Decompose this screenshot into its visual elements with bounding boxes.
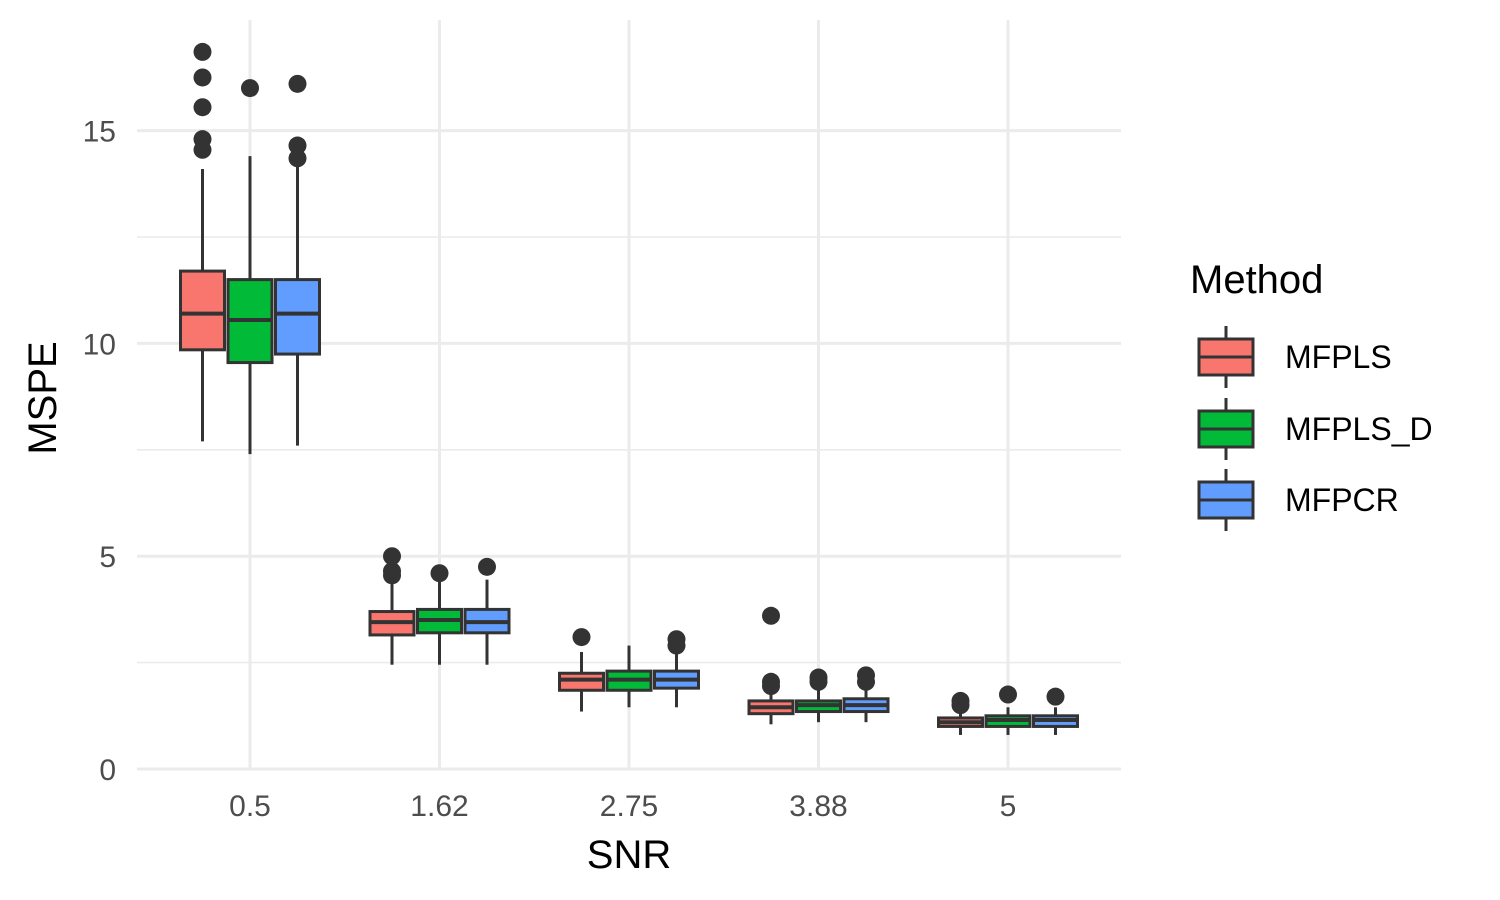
y-tick-label: 15	[83, 116, 116, 149]
legend-item-MFPCR: MFPCR	[1197, 469, 1399, 531]
outlier-point	[857, 666, 875, 685]
x-axis-ticks: 0.5 1.62 2.75 3.88 5	[229, 790, 1016, 823]
outlier-point	[809, 668, 828, 687]
outlier-point	[667, 630, 686, 649]
x-tick-label: 1.62	[410, 790, 468, 823]
outlier-point	[193, 130, 212, 149]
legend-item-MFPLS_D: MFPLS_D	[1197, 398, 1433, 460]
outlier-point	[383, 562, 401, 581]
legend-label: MFPLS	[1285, 339, 1392, 375]
legend-item-MFPLS: MFPLS	[1197, 326, 1392, 388]
y-tick-label: 0	[99, 754, 116, 787]
legend-label: MFPLS_D	[1285, 411, 1433, 447]
outlier-point	[193, 68, 212, 87]
legend-title: Method	[1190, 258, 1323, 302]
outlier-point	[1046, 687, 1065, 706]
x-tick-label: 5	[1000, 790, 1017, 823]
outlier-point	[288, 74, 307, 93]
box-MFPCR-3.88	[842, 666, 890, 723]
box-MFPCR-2.75	[653, 630, 700, 708]
box-iqr	[558, 671, 605, 692]
box-MFPLS_D-2.75	[605, 645, 653, 708]
outlier-point	[430, 564, 449, 583]
outlier-point	[951, 691, 970, 710]
outlier-point	[288, 136, 307, 155]
box-MFPLS-1.62	[368, 547, 416, 665]
legend: Method MFPLS MFPLS_D MFPCR	[1190, 258, 1433, 531]
outlier-point	[241, 79, 259, 98]
x-axis-title: SNR	[587, 833, 671, 877]
box-MFPLS_D-5	[984, 685, 1032, 735]
outlier-point	[762, 606, 780, 625]
outlier-point	[193, 98, 212, 117]
y-axis-ticks: 0 5 10 15	[83, 116, 116, 787]
outlier-point	[762, 672, 780, 691]
outlier-point	[193, 42, 212, 61]
box-MFPLS_D-0.5	[226, 79, 274, 455]
y-axis-title: MSPE	[21, 341, 65, 454]
plot-area	[179, 42, 1079, 735]
box-MFPCR-1.62	[463, 557, 511, 665]
box-MFPLS-5	[937, 691, 984, 735]
legend-items: MFPLS MFPLS_D MFPCR	[1197, 326, 1433, 531]
box-MFPLS_D-3.88	[795, 668, 842, 723]
outlier-point	[383, 547, 401, 566]
box-MFPLS-2.75	[558, 628, 605, 712]
box-MFPLS-0.5	[179, 42, 226, 442]
y-tick-label: 5	[99, 541, 116, 574]
box-MFPCR-5	[1032, 687, 1079, 735]
box-MFPLS_D-1.62	[416, 564, 463, 665]
box-MFPCR-0.5	[274, 74, 321, 446]
legend-label: MFPCR	[1285, 482, 1399, 518]
outlier-point	[999, 685, 1017, 704]
outlier-point	[478, 557, 496, 576]
outlier-point	[572, 628, 591, 647]
box-MFPLS-3.88	[747, 606, 795, 725]
y-tick-label: 10	[83, 328, 116, 361]
x-tick-label: 0.5	[229, 790, 271, 823]
x-tick-label: 2.75	[600, 790, 658, 823]
grid-lines	[137, 20, 1121, 771]
box-iqr	[274, 278, 321, 356]
x-tick-label: 3.88	[789, 790, 847, 823]
outlier-point	[288, 149, 307, 168]
box-iqr	[179, 269, 226, 352]
